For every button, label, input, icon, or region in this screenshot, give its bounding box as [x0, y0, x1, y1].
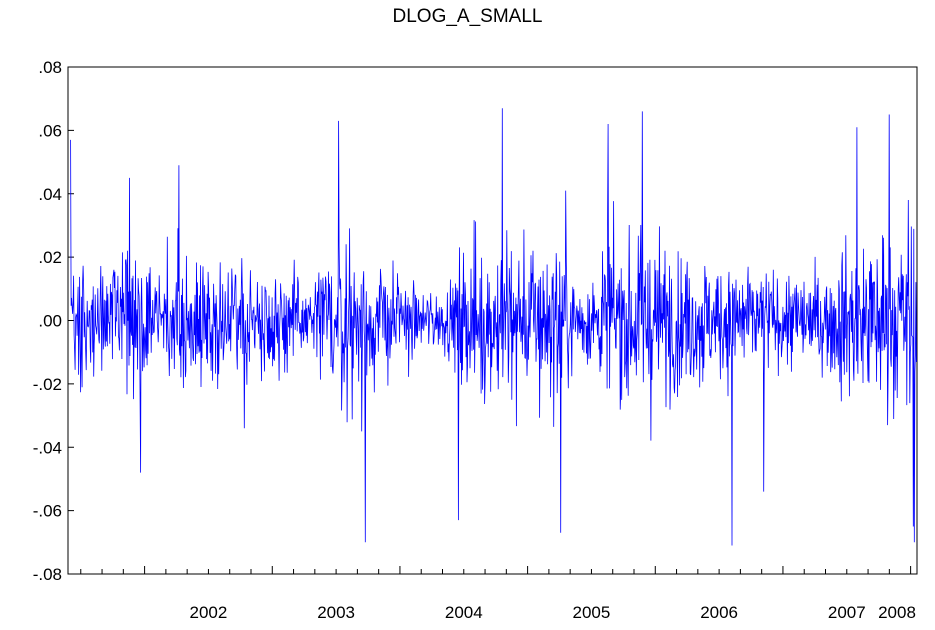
y-tick-label: .08 — [38, 58, 62, 77]
y-tick-label: -.08 — [33, 565, 62, 584]
series-line — [70, 108, 917, 546]
x-tick-label: 2008 — [878, 603, 916, 622]
x-tick-label: 2002 — [190, 603, 228, 622]
y-tick-label: -.04 — [33, 438, 62, 457]
chart-title: DLOG_A_SMALL — [392, 6, 543, 27]
series-layer — [70, 108, 917, 546]
y-tick-label: .06 — [38, 121, 62, 140]
x-tick-label: 2004 — [445, 603, 483, 622]
x-tick-label: 2007 — [828, 603, 866, 622]
x-tick-label: 2003 — [317, 603, 355, 622]
x-tick-label: 2006 — [700, 603, 738, 622]
x-axis: 2002 2003 2004 2005 2006 2007 2008 — [80, 566, 916, 622]
y-tick-label: .02 — [38, 248, 62, 267]
y-axis: .08 .06 .04 .02 .00 -.02 -.04 -.06 -.08 — [33, 58, 74, 584]
y-tick-label: -.02 — [33, 375, 62, 394]
y-tick-label: .00 — [38, 312, 62, 331]
x-tick-label: 2005 — [573, 603, 611, 622]
y-tick-label: .04 — [38, 185, 62, 204]
y-tick-label: -.06 — [33, 502, 62, 521]
